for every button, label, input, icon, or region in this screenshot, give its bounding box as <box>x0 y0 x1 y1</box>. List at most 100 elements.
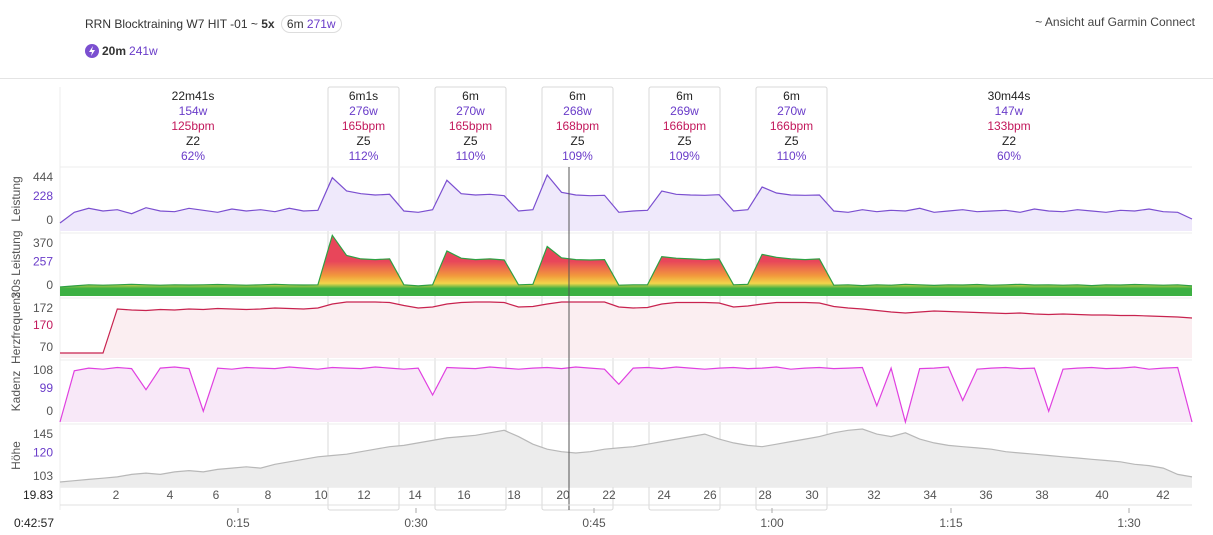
km-label: 16 <box>457 488 471 502</box>
interval-hr: 125bpm <box>171 119 214 133</box>
interval-percent: 110% <box>777 149 807 163</box>
interval-duration: 30m44s <box>988 89 1031 103</box>
km-label: 36 <box>979 488 993 502</box>
interval-zone: Z2 <box>186 134 200 148</box>
interval-zone: Z5 <box>463 134 477 148</box>
time-label: 1:00 <box>760 516 784 530</box>
interval-duration: 6m <box>462 89 479 103</box>
km-label: 12 <box>357 488 371 502</box>
km-label: 19.83 <box>23 488 53 502</box>
trace-line <box>59 173 1193 224</box>
interval-percent: 109% <box>562 149 593 163</box>
trace-line <box>59 428 1193 483</box>
km-label: 26 <box>703 488 717 502</box>
panel-label: 257 <box>33 255 53 269</box>
panel-label: 99 <box>40 381 54 395</box>
panel-label: 370 <box>33 236 53 250</box>
activity-header: RRN Blocktraining W7 HIT -01 ~ 5x 6m 271… <box>85 15 342 33</box>
km-label: 10 <box>314 488 328 502</box>
interval-power: 276w <box>349 104 378 118</box>
km-label: 18 <box>507 488 521 502</box>
interval-hr: 168bpm <box>556 119 599 133</box>
km-label: 28 <box>758 488 772 502</box>
time-label: 1:15 <box>939 516 963 530</box>
km-label: 6 <box>213 488 220 502</box>
trace-line <box>59 366 1193 425</box>
panel-label: 0 <box>46 213 53 227</box>
panel-label: 120 <box>33 446 53 460</box>
interval-hr: 165bpm <box>342 119 385 133</box>
km-label: 34 <box>923 488 937 502</box>
time-label: 0:30 <box>404 516 428 530</box>
trace-line <box>60 301 1193 354</box>
trace-line <box>59 233 1193 288</box>
sets: 5x <box>261 17 275 31</box>
panel-label: 108 <box>33 363 53 377</box>
sub-duration: 20m <box>102 44 127 58</box>
interval-duration: 6m <box>676 89 693 103</box>
interval-power: 270w <box>777 104 806 118</box>
km-label: 4 <box>167 488 174 502</box>
interval-zone: Z5 <box>570 134 584 148</box>
title: RRN Blocktraining W7 HIT -01 ~ <box>85 17 258 31</box>
interval-duration: 22m41s <box>172 89 215 103</box>
km-label: 8 <box>265 488 272 502</box>
interval-percent: 62% <box>181 149 205 163</box>
panel-label: 103 <box>33 469 53 483</box>
panel-label: 70 <box>40 340 54 354</box>
interval-percent: 110% <box>456 149 486 163</box>
separator <box>0 78 1213 79</box>
panel-name: Höhe <box>9 441 23 470</box>
km-label: 2 <box>113 488 120 502</box>
interval-hr: 133bpm <box>987 119 1030 133</box>
panel-label: 145 <box>33 427 53 441</box>
pill-duration: 6m <box>286 17 304 31</box>
interval-power: 270w <box>456 104 485 118</box>
panel-name: 30s Leistung <box>9 230 23 298</box>
interval-duration: 6m1s <box>349 89 378 103</box>
time-label: 0:15 <box>226 516 250 530</box>
panel-label: 172 <box>33 301 53 315</box>
interval-power: 269w <box>670 104 699 118</box>
panel-label: 0 <box>46 278 53 292</box>
interval-duration: 6m <box>569 89 586 103</box>
pill-power: 271w <box>306 17 336 31</box>
time-label: 0:42:57 <box>14 516 54 530</box>
km-label: 30 <box>805 488 819 502</box>
km-label: 20 <box>556 488 570 502</box>
km-label: 38 <box>1035 488 1049 502</box>
panel-name: Leistung <box>9 176 23 221</box>
interval-power: 147w <box>995 104 1024 118</box>
garmin-link[interactable]: ~ Ansicht auf Garmin Connect <box>1035 15 1195 29</box>
interval-pill: 6m 271w <box>280 15 342 33</box>
km-label: 42 <box>1156 488 1170 502</box>
interval-zone: Z5 <box>356 134 370 148</box>
interval-power: 154w <box>179 104 208 118</box>
trace-area <box>60 429 1192 487</box>
panel-label: 0 <box>46 404 53 418</box>
interval-hr: 165bpm <box>449 119 492 133</box>
bolt-icon <box>85 44 99 58</box>
panel-label: 170 <box>33 318 53 332</box>
panel-name: Herzfrequenz <box>9 292 23 364</box>
interval-zone: Z5 <box>784 134 798 148</box>
trace-area <box>60 302 1192 358</box>
interval-hr: 166bpm <box>770 119 813 133</box>
km-label: 14 <box>408 488 422 502</box>
interval-percent: 112% <box>349 149 379 163</box>
interval-zone: Z2 <box>1002 134 1016 148</box>
km-label: 40 <box>1095 488 1109 502</box>
interval-duration: 6m <box>783 89 800 103</box>
time-label: 1:30 <box>1117 516 1141 530</box>
km-label: 32 <box>867 488 881 502</box>
interval-zone: Z5 <box>677 134 691 148</box>
interval-percent: 60% <box>997 149 1021 163</box>
summary: 20m 241w <box>85 44 158 58</box>
trace-area <box>60 367 1192 422</box>
trace-area <box>60 175 1192 231</box>
interval-power: 268w <box>563 104 592 118</box>
panel-name: Kadenz <box>9 371 23 412</box>
km-label: 22 <box>602 488 616 502</box>
